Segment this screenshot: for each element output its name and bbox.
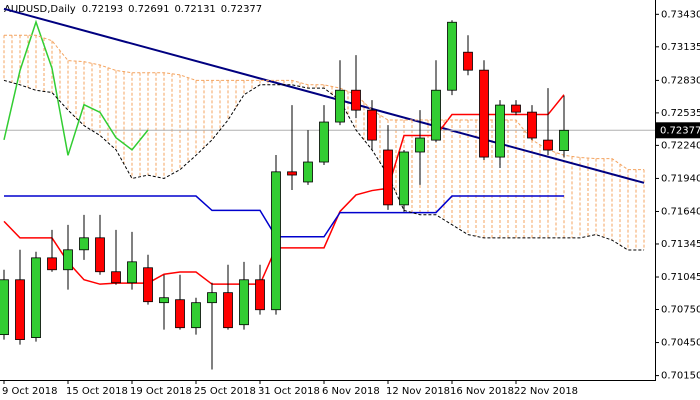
candle-body <box>463 51 473 71</box>
low-value: 0.72131 <box>174 4 215 15</box>
y-tick-label: 0.72240 <box>661 140 700 151</box>
candle-body <box>383 149 393 206</box>
x-tick-label: 25 Oct 2018 <box>194 386 256 397</box>
candle-body <box>335 89 345 123</box>
y-tick-label: 0.71940 <box>661 173 700 184</box>
x-tick-label: 16 Nov 2018 <box>450 386 514 397</box>
y-tick-label: 0.73430 <box>661 9 700 20</box>
indicator-line <box>3 94 565 285</box>
y-tick-label: 0.70750 <box>661 305 700 316</box>
candle-body <box>271 171 281 311</box>
candle-body <box>95 237 105 273</box>
candle-body <box>527 111 537 139</box>
x-tick-label: 31 Oct 2018 <box>258 386 320 397</box>
chart-title: AUDUSD,Daily <box>4 4 76 15</box>
candle-body <box>431 89 441 141</box>
candle-body <box>399 151 409 206</box>
candle-body <box>79 237 89 251</box>
x-tick-label: 15 Oct 2018 <box>66 386 128 397</box>
candle-body <box>255 279 265 311</box>
x-tick-label: 22 Nov 2018 <box>514 386 578 397</box>
high-value: 0.72691 <box>128 4 169 15</box>
candle-body <box>367 109 377 141</box>
y-tick-label: 0.72535 <box>661 108 700 119</box>
y-tick-label: 0.72830 <box>661 75 700 86</box>
price-tag <box>656 122 700 139</box>
candle-body <box>287 171 297 176</box>
candle-body <box>447 21 457 91</box>
candle-body <box>143 267 153 303</box>
candle-body <box>559 129 569 151</box>
indicator-line <box>3 79 644 251</box>
y-tick-label: 0.71640 <box>661 206 700 217</box>
candle-body <box>511 104 521 113</box>
candle-body <box>223 292 233 329</box>
y-tick-label: 0.71345 <box>661 239 700 250</box>
x-tick-label: 12 Nov 2018 <box>386 386 450 397</box>
candle-body <box>239 279 249 326</box>
candle-body <box>415 137 425 153</box>
candle-body <box>207 292 217 304</box>
candle-body <box>31 257 41 338</box>
candle-body <box>159 297 169 304</box>
open-value: 0.72193 <box>82 4 123 15</box>
candle-body <box>495 104 505 158</box>
indicator-line <box>4 34 644 171</box>
candle-body <box>303 161 313 183</box>
candle-body <box>191 302 201 329</box>
candle-body <box>0 279 9 336</box>
x-tick-label: 6 Nov 2018 <box>322 386 380 397</box>
y-tick-label: 0.73135 <box>661 42 700 53</box>
header: AUDUSD,Daily 0.72193 0.72691 0.72131 0.72377 <box>4 4 262 15</box>
candle-body <box>127 261 137 284</box>
x-tick-label: 9 Oct 2018 <box>2 386 57 397</box>
candle-body <box>319 121 329 163</box>
x-tick-label: 19 Oct 2018 <box>130 386 192 397</box>
y-tick-label: 0.70450 <box>661 338 700 349</box>
candle-body <box>543 139 553 151</box>
close-value: 0.72377 <box>221 4 262 15</box>
candle-body <box>63 249 73 271</box>
candle-body <box>111 271 121 284</box>
indicator-line <box>4 195 564 238</box>
candle-body <box>351 89 361 111</box>
y-tick-label: 0.71045 <box>661 272 700 283</box>
candle-body <box>175 299 185 329</box>
trendline <box>3 7 645 184</box>
y-tick-label: 0.70150 <box>661 371 700 382</box>
indicator-line <box>3 19 149 156</box>
candle-body <box>15 279 25 340</box>
price-tag-label: 0.72377 <box>660 125 700 136</box>
candle-body <box>479 69 489 158</box>
candle-body <box>47 257 57 271</box>
